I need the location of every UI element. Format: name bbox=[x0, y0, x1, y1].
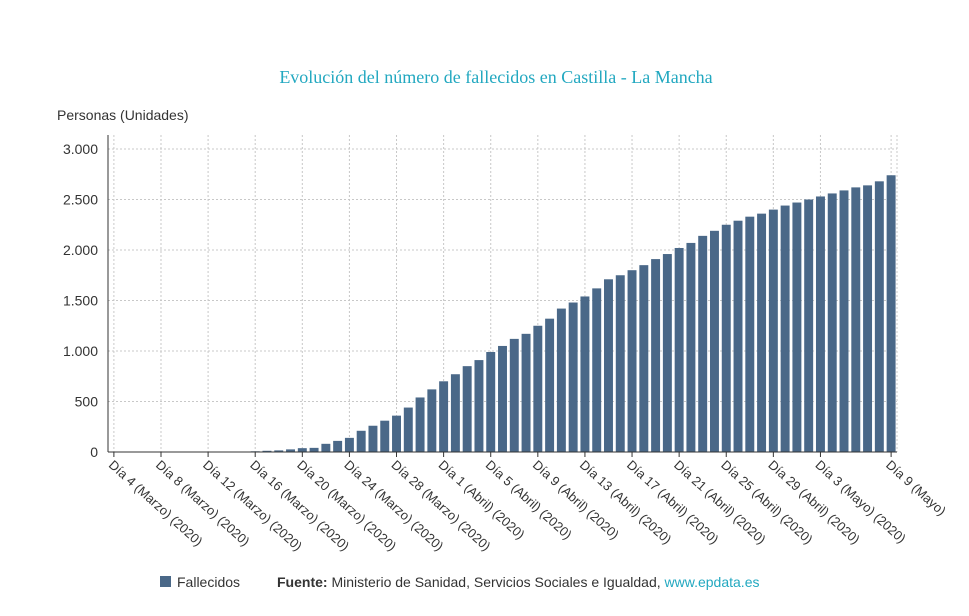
bar bbox=[439, 381, 448, 452]
bar bbox=[698, 236, 707, 452]
source-text: Ministerio de Sanidad, Servicios Sociale… bbox=[331, 574, 660, 590]
bar bbox=[851, 187, 860, 452]
bar bbox=[875, 181, 884, 452]
bar bbox=[533, 326, 542, 452]
bar bbox=[545, 319, 554, 452]
x-tick-label: Día 9 (Abril) (2020) bbox=[530, 457, 622, 542]
bar bbox=[604, 279, 613, 452]
bar bbox=[580, 296, 589, 452]
y-tick-label: 1.500 bbox=[63, 293, 98, 309]
bar bbox=[510, 339, 519, 452]
bar bbox=[498, 346, 507, 452]
bar bbox=[380, 421, 389, 452]
bar bbox=[333, 441, 342, 452]
bar bbox=[628, 270, 637, 452]
bar bbox=[792, 203, 801, 452]
bar bbox=[769, 210, 778, 452]
bar bbox=[887, 175, 896, 452]
bar bbox=[569, 303, 578, 452]
y-tick-label: 3.000 bbox=[63, 141, 98, 157]
bar bbox=[757, 214, 766, 452]
bar bbox=[734, 221, 743, 452]
bar bbox=[321, 444, 330, 452]
bar bbox=[722, 225, 731, 452]
bar bbox=[310, 448, 319, 452]
y-tick-label: 2.500 bbox=[63, 192, 98, 208]
bar bbox=[663, 254, 672, 452]
bar bbox=[404, 408, 413, 452]
bar bbox=[616, 275, 625, 452]
bar bbox=[675, 248, 684, 452]
x-tick-label: Día 4 (Marzo) (2020) bbox=[106, 457, 206, 549]
bar bbox=[345, 438, 354, 452]
bar bbox=[486, 352, 495, 452]
bar bbox=[416, 397, 425, 452]
legend-label: Fallecidos bbox=[177, 574, 240, 590]
bar bbox=[804, 200, 813, 453]
bar bbox=[427, 389, 436, 452]
y-tick-label: 500 bbox=[75, 394, 99, 410]
source: Fuente: Ministerio de Sanidad, Servicios… bbox=[277, 574, 759, 590]
x-tick-label: Día 9 (Mayo) bbox=[883, 457, 949, 518]
bar bbox=[392, 416, 401, 452]
bar bbox=[863, 185, 872, 452]
y-tick-label: 2.000 bbox=[63, 242, 98, 258]
bar bbox=[357, 431, 366, 452]
source-label: Fuente: bbox=[277, 574, 328, 590]
y-tick-label: 1.000 bbox=[63, 343, 98, 359]
bar bbox=[592, 288, 601, 452]
x-tick-label: Día 5 (Abril) (2020) bbox=[483, 457, 575, 542]
bar bbox=[368, 426, 377, 452]
bar bbox=[451, 374, 460, 452]
bar bbox=[639, 265, 648, 452]
x-tick-label: Día 13 (Abril) (2020) bbox=[577, 457, 675, 547]
bar bbox=[651, 259, 660, 452]
bar bbox=[781, 206, 790, 452]
x-tick-label: Día 1 (Abril) (2020) bbox=[436, 457, 528, 542]
bar bbox=[840, 190, 849, 452]
bar bbox=[828, 193, 837, 452]
bar bbox=[686, 243, 695, 452]
y-axis-label: Personas (Unidades) bbox=[57, 107, 189, 123]
y-tick-label: 0 bbox=[90, 444, 98, 460]
bar bbox=[474, 360, 483, 452]
legend-swatch bbox=[160, 576, 171, 587]
source-link[interactable]: www.epdata.es bbox=[664, 574, 760, 590]
bar bbox=[745, 217, 754, 452]
bar bbox=[816, 196, 825, 452]
bar bbox=[463, 366, 472, 452]
bar bbox=[522, 334, 531, 452]
bar bbox=[710, 231, 719, 452]
chart-title: Evolución del número de fallecidos en Ca… bbox=[279, 67, 712, 87]
bar bbox=[298, 448, 307, 452]
bar bbox=[557, 309, 566, 452]
